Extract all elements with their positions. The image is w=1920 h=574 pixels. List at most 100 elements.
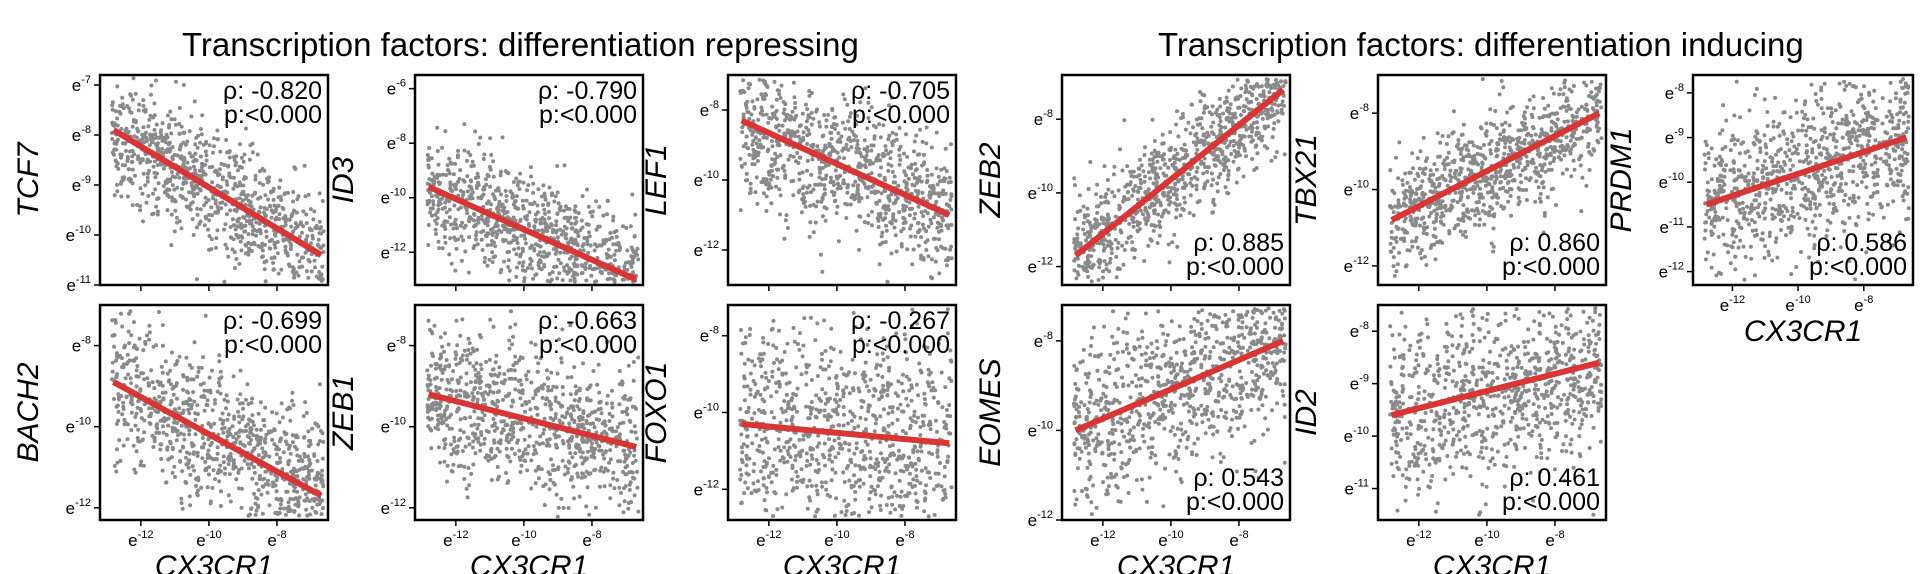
data-point (921, 423, 926, 428)
data-point (504, 194, 509, 198)
data-point (184, 204, 189, 209)
data-point (748, 128, 753, 133)
scatter-points-zeb1 (425, 309, 641, 519)
x-axis-label: CX3CR1 (470, 550, 588, 574)
data-point (202, 388, 207, 393)
data-point (305, 513, 310, 518)
data-point (452, 203, 457, 208)
data-point (783, 218, 788, 223)
data-point (880, 475, 885, 480)
data-point (850, 129, 855, 134)
data-point (461, 190, 466, 195)
data-point (165, 113, 170, 118)
data-point (215, 228, 220, 233)
data-point (748, 371, 753, 376)
data-point (521, 426, 526, 431)
rho-value: ρ: -0.663 (538, 307, 637, 335)
data-point (836, 239, 841, 244)
data-point (794, 159, 798, 164)
data-point (890, 130, 895, 135)
data-point (857, 389, 862, 394)
data-point (451, 447, 456, 452)
data-point (749, 491, 754, 496)
data-point (460, 353, 465, 358)
data-point (808, 462, 813, 467)
data-point (316, 424, 321, 429)
data-point (753, 190, 758, 195)
data-point (141, 103, 146, 108)
data-point (283, 512, 288, 517)
data-point (555, 276, 560, 281)
data-point (426, 373, 431, 378)
data-point (467, 483, 472, 488)
data-point (258, 228, 263, 233)
data-point (936, 341, 941, 346)
data-point (632, 254, 637, 259)
data-point (529, 380, 534, 385)
data-point (317, 219, 322, 224)
data-point (883, 211, 888, 216)
data-point (157, 394, 162, 399)
data-point (202, 203, 207, 208)
data-point (482, 413, 487, 418)
data-point (901, 389, 906, 394)
data-point (162, 135, 167, 140)
data-point (231, 186, 236, 191)
data-point (317, 191, 322, 196)
data-point (791, 391, 796, 396)
data-point (805, 107, 810, 112)
data-point (458, 333, 463, 338)
data-point (595, 382, 600, 387)
data-point (941, 188, 946, 193)
data-point (622, 499, 627, 504)
data-point (854, 150, 859, 155)
data-point (894, 132, 899, 137)
data-point (206, 227, 210, 232)
data-point (226, 493, 231, 498)
data-point (447, 215, 452, 220)
data-point (555, 371, 560, 376)
data-point (129, 93, 133, 98)
data-point (808, 411, 813, 416)
data-point (635, 246, 640, 251)
data-point (628, 450, 633, 455)
data-point (915, 221, 920, 226)
data-point (804, 102, 808, 107)
data-point (822, 318, 827, 323)
data-point (286, 500, 291, 505)
data-point (245, 193, 250, 198)
data-point (538, 244, 543, 249)
data-point (221, 460, 226, 465)
data-point (542, 416, 547, 421)
data-point (541, 441, 545, 446)
data-point (789, 133, 794, 138)
data-point (810, 456, 815, 461)
data-point (572, 418, 577, 423)
data-point (765, 490, 769, 495)
data-point (438, 460, 443, 465)
data-point (549, 223, 554, 228)
data-point (809, 172, 814, 177)
data-point (587, 230, 591, 235)
data-point (145, 376, 150, 381)
data-point (232, 266, 237, 271)
data-point (310, 505, 315, 510)
data-point (281, 506, 286, 511)
data-point (854, 134, 858, 139)
data-point (239, 165, 244, 170)
data-point (543, 211, 547, 216)
data-point (489, 202, 493, 207)
data-point (126, 129, 131, 134)
data-point (791, 80, 796, 85)
data-point (490, 424, 495, 428)
data-point (829, 447, 834, 452)
data-point (168, 368, 173, 373)
data-point (828, 494, 832, 499)
data-point (468, 153, 473, 157)
data-point (492, 372, 497, 377)
data-point (215, 445, 220, 450)
data-point (131, 76, 136, 81)
data-point (853, 497, 858, 502)
data-point (179, 423, 184, 428)
